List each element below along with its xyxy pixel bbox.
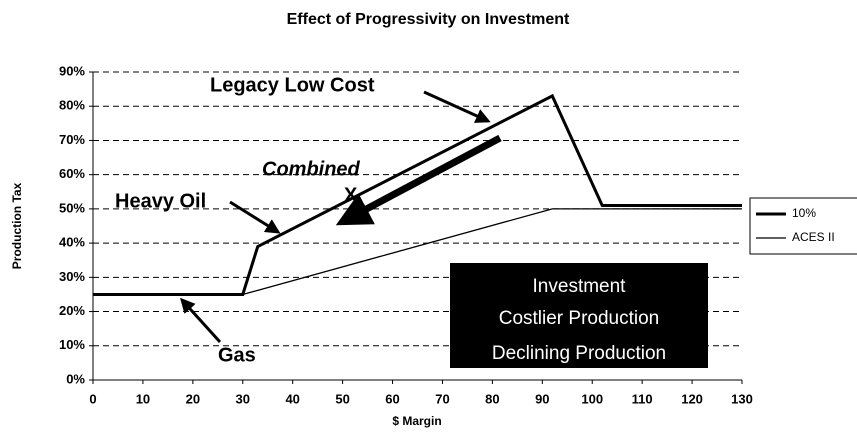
legend: 10% ACES II bbox=[749, 197, 857, 255]
annotations: Investment Costlier Production Declining… bbox=[115, 74, 708, 368]
annotation: Costlier Production bbox=[499, 308, 660, 329]
y-tick-label: 10% bbox=[59, 337, 85, 352]
legend-label: ACES II bbox=[792, 230, 835, 244]
arrow bbox=[229, 200, 281, 234]
x-tick-label: 30 bbox=[236, 391, 250, 406]
y-tick-label: 70% bbox=[59, 132, 85, 147]
x-tick-label: 60 bbox=[385, 391, 399, 406]
arrow bbox=[335, 134, 502, 226]
y-tick-label: 90% bbox=[59, 63, 85, 78]
x-tick-label: 80 bbox=[485, 391, 499, 406]
x-tick-label: 70 bbox=[435, 391, 449, 406]
y-tick-label: 40% bbox=[59, 235, 85, 250]
y-tick-label: 20% bbox=[59, 303, 85, 318]
x-tick-label: 100 bbox=[581, 391, 603, 406]
x-axis-label: $ Margin bbox=[392, 414, 441, 428]
x-tick-label: 90 bbox=[535, 391, 549, 406]
annotation: Legacy Low Cost bbox=[210, 74, 375, 96]
annotation: Gas bbox=[218, 344, 256, 366]
y-tick-label: 80% bbox=[59, 98, 85, 113]
y-tick-label: 50% bbox=[59, 200, 85, 215]
x-tick-label: 120 bbox=[681, 391, 703, 406]
legend-box bbox=[749, 197, 857, 255]
y-tick-label: 0% bbox=[66, 371, 85, 386]
y-tick-label: 60% bbox=[59, 166, 85, 181]
x-tick-label: 0 bbox=[89, 391, 96, 406]
x-tick-label: 40 bbox=[285, 391, 299, 406]
annotation-box bbox=[450, 263, 708, 368]
y-tick-label: 30% bbox=[59, 269, 85, 284]
x-tick-label: 50 bbox=[335, 391, 349, 406]
x-tick-label: 130 bbox=[731, 391, 753, 406]
x-tick-label: 110 bbox=[632, 391, 653, 406]
y-axis-label: Production Tax bbox=[10, 182, 24, 269]
series-line bbox=[93, 208, 742, 296]
chart-title: Effect of Progressivity on Investment bbox=[287, 11, 570, 28]
annotation: Investment bbox=[533, 276, 627, 297]
annotation: X bbox=[344, 184, 358, 206]
annotation: Heavy Oil bbox=[115, 190, 206, 212]
arrow bbox=[423, 90, 491, 123]
annotation: Declining Production bbox=[492, 343, 666, 364]
legend-label: 10% bbox=[792, 206, 816, 220]
arrow bbox=[179, 297, 222, 344]
x-tick-label: 10 bbox=[136, 391, 150, 406]
annotation: Combined bbox=[262, 158, 361, 180]
x-tick-label: 20 bbox=[186, 391, 200, 406]
